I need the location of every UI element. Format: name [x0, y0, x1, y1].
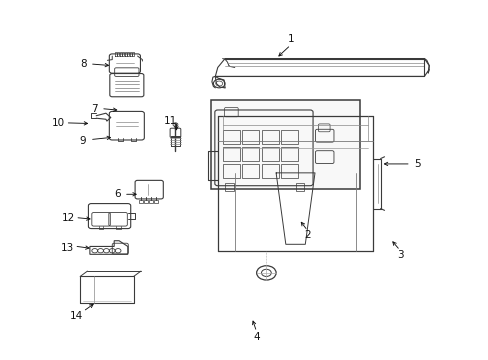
Text: 1: 1 — [287, 34, 293, 44]
Text: 10: 10 — [52, 118, 65, 128]
Bar — [139, 200, 143, 203]
Bar — [281, 164, 297, 178]
Text: 4: 4 — [253, 332, 260, 342]
Bar — [222, 147, 239, 161]
Bar — [154, 200, 158, 203]
Bar — [281, 130, 297, 144]
Text: 9: 9 — [80, 136, 86, 146]
Bar — [261, 147, 278, 161]
Text: 13: 13 — [61, 243, 74, 253]
Text: 6: 6 — [114, 189, 120, 199]
Bar — [242, 147, 259, 161]
Bar — [222, 164, 239, 178]
Text: 7: 7 — [91, 104, 98, 113]
Bar — [224, 183, 233, 191]
Bar — [261, 130, 278, 144]
Text: 2: 2 — [304, 230, 310, 240]
Text: 3: 3 — [396, 250, 403, 260]
Text: 12: 12 — [62, 212, 75, 222]
Bar — [149, 200, 153, 203]
Text: 5: 5 — [413, 159, 420, 169]
Bar — [242, 164, 259, 178]
Bar — [281, 147, 297, 161]
Text: 11: 11 — [163, 116, 177, 126]
Bar — [144, 200, 148, 203]
Text: 14: 14 — [70, 311, 83, 321]
Bar — [261, 164, 278, 178]
Bar — [295, 183, 304, 191]
Bar — [242, 130, 259, 144]
Bar — [222, 130, 239, 144]
Bar — [211, 100, 359, 189]
Text: 8: 8 — [80, 59, 86, 69]
